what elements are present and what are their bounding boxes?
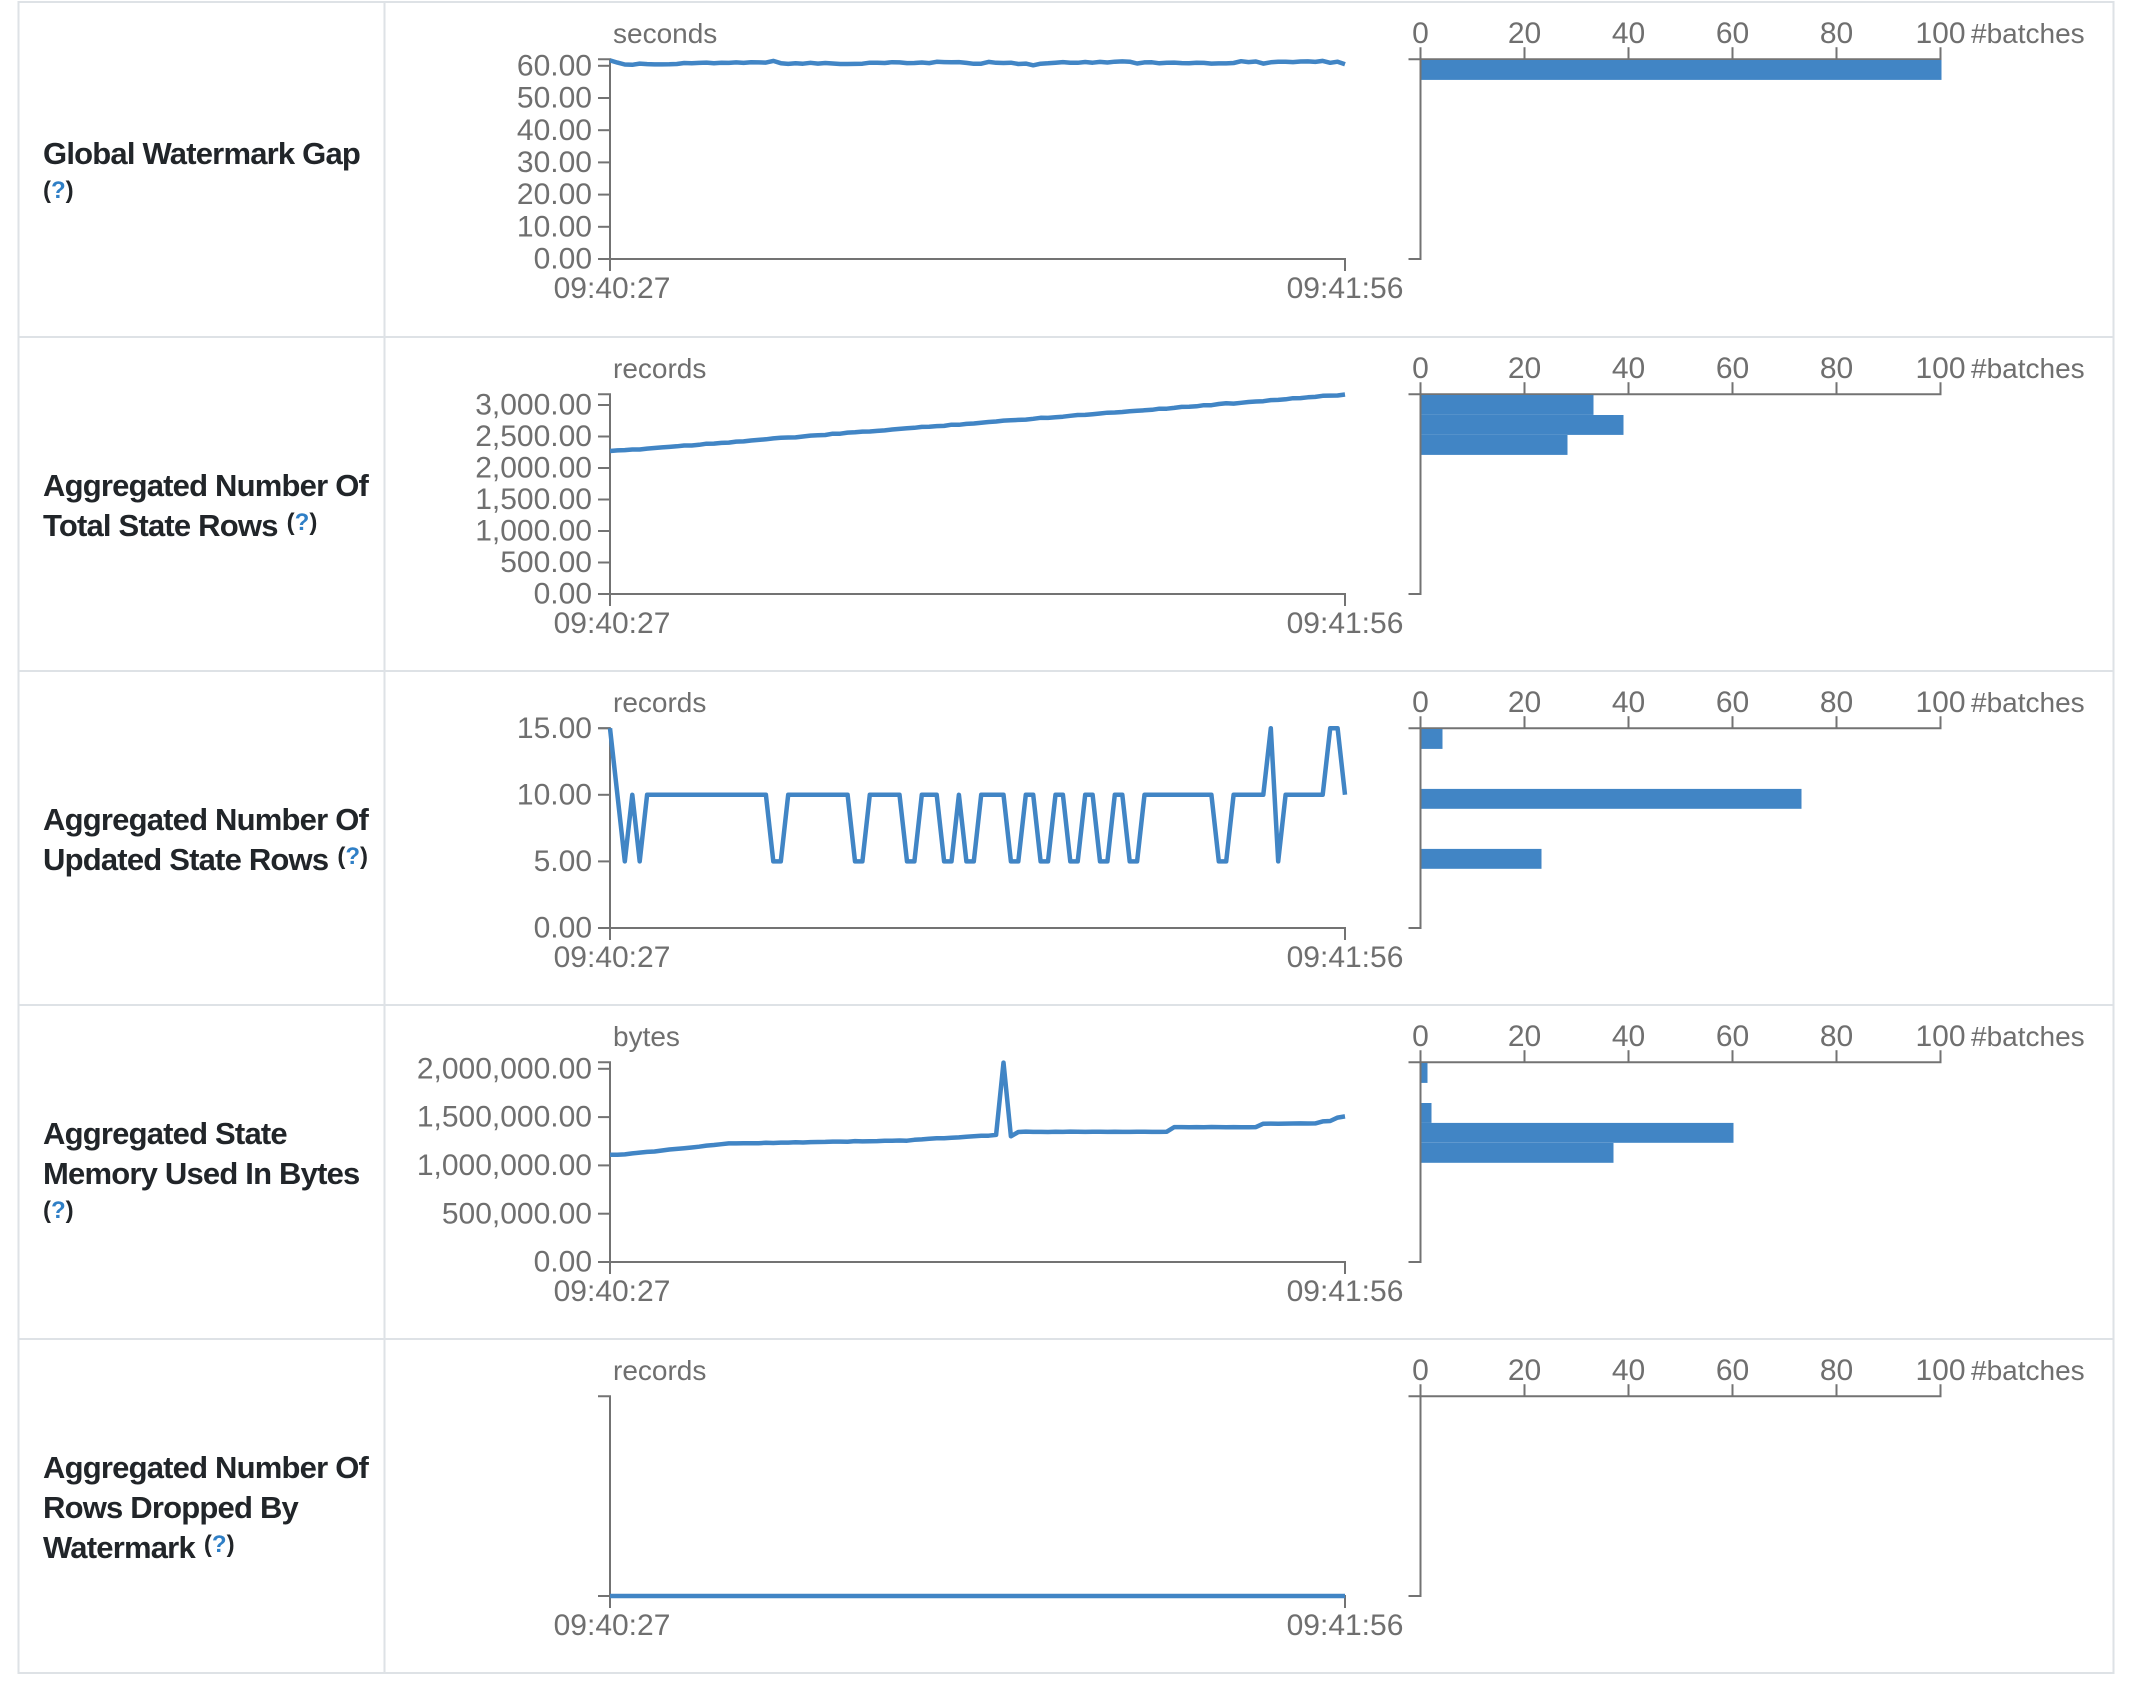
svg-text:2,500.00: 2,500.00: [475, 420, 592, 453]
svg-text:15.00: 15.00: [517, 712, 592, 745]
svg-text:09:40:27: 09:40:27: [554, 607, 671, 640]
svg-text:60: 60: [1716, 352, 1749, 385]
svg-text:10.00: 10.00: [517, 210, 592, 243]
svg-text:records: records: [613, 353, 706, 384]
svg-text:09:40:27: 09:40:27: [554, 1609, 671, 1642]
svg-text:20: 20: [1508, 1354, 1541, 1387]
svg-text:Total State Rows(?): Total State Rows (?): [43, 508, 317, 543]
svg-text:40: 40: [1612, 352, 1645, 385]
svg-text:1,500.00: 1,500.00: [475, 483, 592, 516]
svg-text:60: 60: [1716, 1354, 1749, 1387]
svg-text:#batches: #batches: [1971, 1021, 2085, 1052]
svg-text:60: 60: [1716, 17, 1749, 50]
svg-text:Aggregated Number Of: Aggregated Number Of: [43, 1450, 370, 1485]
svg-text:40.00: 40.00: [517, 114, 592, 147]
svg-text:0: 0: [1412, 1020, 1429, 1053]
svg-text:0: 0: [1412, 1354, 1429, 1387]
svg-text:09:41:56: 09:41:56: [1287, 1275, 1404, 1308]
svg-text:09:41:56: 09:41:56: [1287, 1609, 1404, 1642]
svg-text:40: 40: [1612, 686, 1645, 719]
svg-text:Rows Dropped By: Rows Dropped By: [43, 1490, 300, 1525]
svg-text:09:40:27: 09:40:27: [554, 272, 671, 305]
svg-text:seconds: seconds: [613, 18, 717, 49]
svg-text:40: 40: [1612, 17, 1645, 50]
svg-text:100: 100: [1915, 686, 1965, 719]
svg-text:2,000.00: 2,000.00: [475, 452, 592, 485]
svg-text:500.00: 500.00: [500, 546, 592, 579]
svg-text:09:40:27: 09:40:27: [554, 1275, 671, 1308]
svg-text:2,000,000.00: 2,000,000.00: [417, 1052, 592, 1085]
svg-text:Aggregated Number Of: Aggregated Number Of: [43, 468, 370, 503]
svg-text:(?): (?): [43, 1197, 74, 1224]
svg-text:#batches: #batches: [1971, 1355, 2085, 1386]
svg-text:#batches: #batches: [1971, 353, 2085, 384]
svg-text:#batches: #batches: [1971, 18, 2085, 49]
svg-text:80: 80: [1820, 686, 1853, 719]
svg-text:1,000,000.00: 1,000,000.00: [417, 1149, 592, 1182]
svg-text:40: 40: [1612, 1354, 1645, 1387]
svg-text:#batches: #batches: [1971, 687, 2085, 718]
svg-text:20.00: 20.00: [517, 178, 592, 211]
svg-text:60: 60: [1716, 1020, 1749, 1053]
svg-text:0: 0: [1412, 686, 1429, 719]
svg-text:100: 100: [1915, 1354, 1965, 1387]
svg-text:Global Watermark Gap: Global Watermark Gap: [43, 136, 360, 171]
svg-text:50.00: 50.00: [517, 82, 592, 115]
svg-text:0: 0: [1412, 17, 1429, 50]
svg-text:500,000.00: 500,000.00: [442, 1197, 592, 1230]
svg-text:20: 20: [1508, 352, 1541, 385]
svg-text:5.00: 5.00: [534, 845, 592, 878]
svg-text:09:40:27: 09:40:27: [554, 941, 671, 974]
svg-text:Aggregated Number Of: Aggregated Number Of: [43, 802, 370, 837]
svg-text:0.00: 0.00: [534, 243, 592, 276]
svg-text:Memory Used In Bytes: Memory Used In Bytes: [43, 1156, 360, 1191]
svg-text:0.00: 0.00: [534, 912, 592, 945]
svg-text:80: 80: [1820, 1354, 1853, 1387]
svg-text:0: 0: [1412, 352, 1429, 385]
svg-text:1,500,000.00: 1,500,000.00: [417, 1101, 592, 1134]
svg-text:40: 40: [1612, 1020, 1645, 1053]
svg-text:30.00: 30.00: [517, 146, 592, 179]
svg-text:Updated State Rows(?): Updated State Rows (?): [43, 842, 368, 877]
svg-text:0.00: 0.00: [534, 578, 592, 611]
svg-text:09:41:56: 09:41:56: [1287, 272, 1404, 305]
svg-text:10.00: 10.00: [517, 778, 592, 811]
svg-text:20: 20: [1508, 1020, 1541, 1053]
svg-text:80: 80: [1820, 1020, 1853, 1053]
svg-text:Aggregated State: Aggregated State: [43, 1116, 287, 1151]
svg-text:09:41:56: 09:41:56: [1287, 941, 1404, 974]
svg-text:80: 80: [1820, 17, 1853, 50]
svg-text:60: 60: [1716, 686, 1749, 719]
svg-text:20: 20: [1508, 17, 1541, 50]
svg-text:09:41:56: 09:41:56: [1287, 607, 1404, 640]
svg-text:3,000.00: 3,000.00: [475, 389, 592, 422]
svg-text:0.00: 0.00: [534, 1246, 592, 1279]
svg-text:bytes: bytes: [613, 1021, 680, 1052]
svg-text:records: records: [613, 687, 706, 718]
svg-text:80: 80: [1820, 352, 1853, 385]
svg-text:1,000.00: 1,000.00: [475, 515, 592, 548]
svg-text:100: 100: [1915, 17, 1965, 50]
svg-text:20: 20: [1508, 686, 1541, 719]
svg-text:(?): (?): [43, 177, 74, 204]
svg-text:60.00: 60.00: [517, 49, 592, 82]
svg-text:100: 100: [1915, 1020, 1965, 1053]
svg-text:records: records: [613, 1355, 706, 1386]
svg-text:100: 100: [1915, 352, 1965, 385]
